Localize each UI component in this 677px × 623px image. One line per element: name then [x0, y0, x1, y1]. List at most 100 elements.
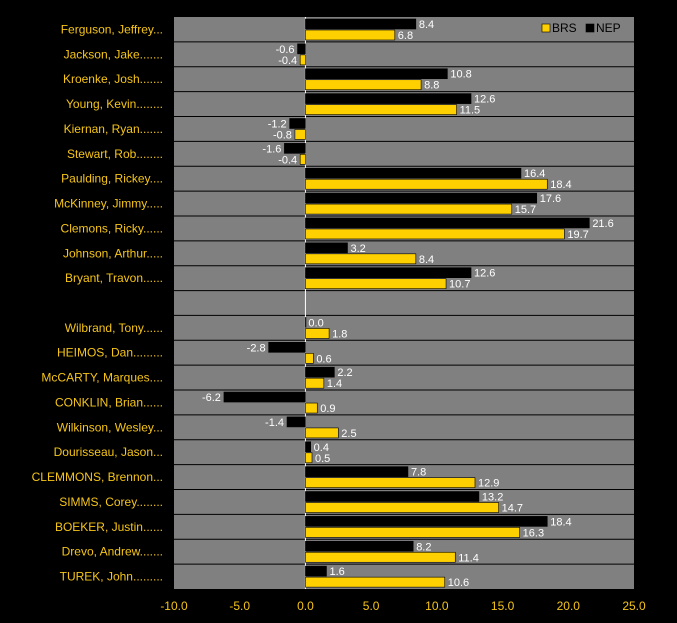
data-label-brs: 18.4 — [550, 179, 571, 191]
data-label-nep: 18.4 — [550, 516, 571, 528]
data-label-brs: 11.4 — [458, 552, 479, 564]
bar-brs — [305, 178, 548, 190]
data-label-nep: -1.6 — [262, 143, 281, 155]
bars — [223, 18, 590, 588]
bar-brs — [299, 54, 306, 66]
bar-nep — [305, 167, 522, 179]
data-label-nep: 12.6 — [474, 268, 495, 280]
x-tick-label: -10.0 — [160, 599, 188, 613]
bar-brs — [305, 353, 314, 364]
category-label: BOEKER, Justin...... — [55, 520, 163, 534]
x-tick-label: 10.0 — [425, 599, 449, 613]
data-label-nep: 2.2 — [337, 367, 352, 379]
x-tick-label: 0.0 — [297, 599, 314, 613]
legend-swatch-nep — [585, 23, 595, 33]
data-label-nep: -6.2 — [202, 392, 221, 404]
data-label-nep: 12.6 — [474, 94, 495, 106]
data-label-nep: 16.4 — [524, 168, 545, 180]
category-label: McKinney, Jimmy..... — [54, 197, 163, 211]
bar-brs — [305, 104, 457, 115]
data-label-nep: -2.8 — [247, 342, 266, 354]
category-label: Wilbrand, Tony...... — [65, 321, 163, 335]
data-label-brs: 11.5 — [460, 105, 481, 117]
data-label-brs: 1.4 — [327, 378, 342, 390]
data-label-nep: -1.4 — [265, 417, 284, 429]
legend-label-nep: NEP — [596, 21, 621, 35]
category-label: Clemons, Ricky...... — [61, 221, 163, 235]
bar-brs — [305, 551, 456, 563]
category-label: Wilkinson, Wesley... — [57, 420, 163, 434]
bar-nep — [305, 192, 538, 204]
bar-brs — [294, 129, 306, 140]
bar-brs — [305, 477, 476, 488]
category-label: Johnson, Arthur..... — [63, 246, 163, 260]
bar-nep — [223, 391, 306, 403]
category-label: TUREK, John......... — [60, 570, 163, 584]
category-label: Kroenke, Josh....... — [63, 72, 163, 86]
x-tick-label: 20.0 — [557, 599, 581, 613]
legend-swatch-brs — [541, 23, 551, 33]
data-label-brs: 0.6 — [316, 353, 331, 365]
category-label: Kiernan, Ryan....... — [64, 122, 163, 136]
category-label: Young, Kevin........ — [66, 97, 163, 111]
data-label-nep: -0.6 — [276, 44, 295, 56]
category-label: HEIMOS, Dan......... — [57, 346, 163, 360]
legend-label-brs: BRS — [552, 21, 577, 35]
x-tick-label: 25.0 — [622, 599, 646, 613]
bar-nep — [305, 317, 307, 328]
data-label-brs: 10.6 — [448, 577, 469, 589]
data-label-nep: 21.6 — [592, 218, 613, 230]
category-label: McCARTY, Marques.... — [41, 371, 163, 385]
bar-brs — [305, 278, 447, 289]
bar-brs — [305, 328, 330, 339]
category-label: Jackson, Jake....... — [64, 47, 163, 61]
bar-nep — [305, 366, 335, 378]
data-label-brs: 8.4 — [419, 254, 434, 266]
category-label: CONKLIN, Brian...... — [55, 395, 163, 409]
bar-brs — [305, 402, 318, 414]
grid-lines — [174, 17, 634, 589]
bar-nep — [305, 491, 480, 502]
bar-nep — [305, 18, 417, 30]
bar-nep — [305, 565, 327, 577]
data-label-nep: -1.2 — [268, 118, 287, 130]
data-label-nep: 1.6 — [329, 566, 344, 578]
legend: BRS NEP — [541, 21, 621, 35]
bar-brs — [305, 502, 499, 513]
bar-brs — [305, 377, 325, 389]
bar-nep — [305, 68, 448, 80]
bar-nep — [305, 217, 590, 229]
data-label-brs: -0.8 — [273, 129, 292, 141]
bar-brs — [299, 154, 306, 165]
category-label: Stewart, Rob........ — [67, 147, 163, 161]
data-label-brs: -0.4 — [278, 154, 297, 166]
bar-brs — [305, 203, 513, 215]
data-label-nep: 10.8 — [450, 69, 471, 81]
x-tick-label: -5.0 — [229, 599, 250, 613]
bar-brs — [305, 452, 313, 464]
category-labels: Ferguson, Jeffrey... Jackson, Jake.......… — [32, 22, 163, 583]
data-label-brs: 15.7 — [515, 204, 536, 216]
x-tick-label: 15.0 — [491, 599, 515, 613]
category-label: CLEMMONS, Brennon... — [32, 470, 163, 484]
data-label-brs: 8.8 — [424, 80, 439, 92]
x-axis-ticks: -10.0 -5.0 0.0 5.0 10.0 15.0 20.0 25.0 — [160, 599, 646, 613]
bar-brs — [305, 253, 417, 265]
data-label-nep: 8.4 — [419, 19, 434, 31]
data-label-brs: 0.5 — [315, 453, 330, 465]
data-label-brs: 14.7 — [502, 503, 523, 515]
bar-brs — [305, 427, 339, 439]
bar-nep — [305, 540, 414, 552]
data-label-brs: 10.7 — [449, 279, 470, 291]
bar-brs — [305, 527, 520, 538]
category-label: Ferguson, Jeffrey... — [61, 22, 163, 36]
x-tick-label: 5.0 — [363, 599, 380, 613]
data-label-brs: -0.4 — [278, 55, 297, 67]
data-label-nep: 3.2 — [350, 243, 365, 255]
data-label-brs: 2.5 — [341, 428, 356, 440]
bar-nep — [305, 441, 311, 453]
category-label: Bryant, Travon...... — [65, 271, 163, 285]
data-labels: 8.46.8-0.6-0.410.88.812.611.5-1.2-0.8-1.… — [202, 19, 614, 589]
bar-brs — [305, 576, 446, 588]
bar-nep — [289, 118, 306, 129]
